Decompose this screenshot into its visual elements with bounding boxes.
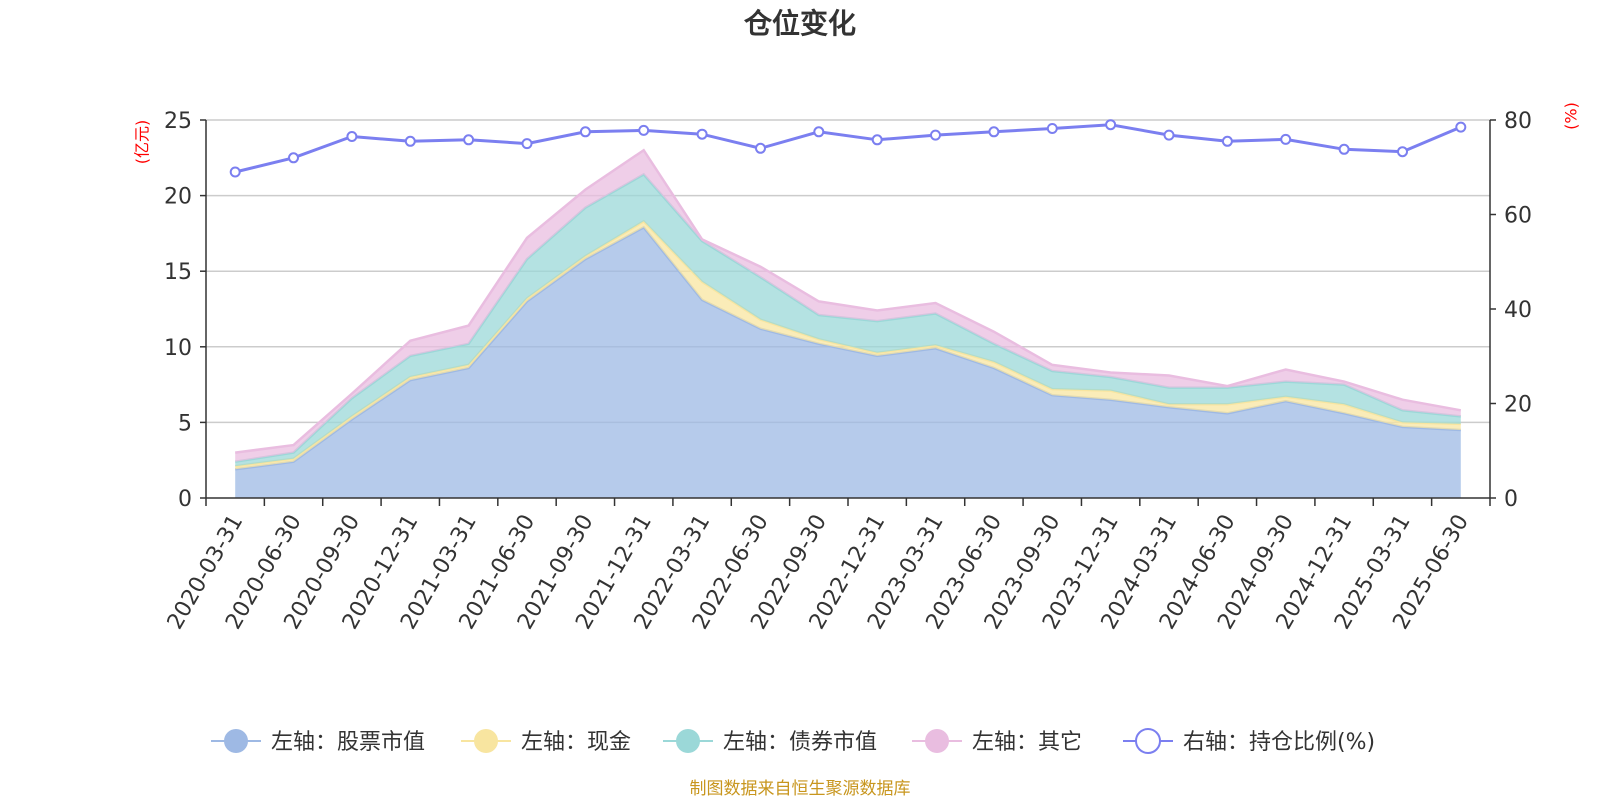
source-note: 制图数据来自恒生聚源数据库 [690, 779, 911, 799]
ratio-point [1397, 146, 1408, 158]
chart-title: 仓位变化 [744, 7, 856, 40]
left-axis-tick-label: 20 [164, 185, 192, 210]
legend-marker [474, 729, 498, 753]
right-axis-tick-label: 20 [1504, 393, 1532, 418]
ratio-point [288, 152, 299, 164]
right-axis-tick-label: 0 [1504, 487, 1518, 512]
legend: 左轴：股票市值 左轴：现金 左轴：债券市值 左轴：其它 右轴：持仓比例(%) [211, 728, 1375, 755]
ratio-point [521, 138, 533, 150]
ratio-point [1046, 123, 1058, 134]
ratio-point [1280, 133, 1292, 145]
left-axis-tick-label: 25 [164, 109, 192, 134]
ratio-point [1105, 119, 1117, 131]
legend-label: 左轴：债券市值 [723, 730, 877, 755]
right-axis-unit: (%) [1562, 102, 1581, 130]
left-axis-unit: (亿元) [133, 120, 152, 165]
ratio-point [346, 131, 358, 142]
ratio-point [229, 166, 241, 178]
right-axis-tick-label: 60 [1504, 204, 1532, 229]
legend-label: 左轴：现金 [521, 730, 631, 755]
ratio-point [638, 124, 650, 136]
ratio-line [229, 119, 1467, 178]
legend-marker [224, 729, 248, 753]
ratio-point [871, 134, 883, 146]
legend-label: 左轴：股票市值 [271, 730, 425, 755]
area-series-edge [235, 148, 1462, 454]
left-axis-tick-label: 0 [178, 487, 192, 512]
ratio-point [696, 128, 708, 140]
right-axis-tick-label: 40 [1504, 298, 1532, 323]
left-axis-tick-label: 5 [178, 411, 192, 436]
ratio-point [1221, 135, 1233, 147]
ratio-point [1455, 121, 1467, 133]
ratio-point [988, 126, 1000, 138]
ratio-point [579, 126, 591, 138]
left-axis-tick-label: 15 [164, 260, 192, 285]
ratio-point [813, 126, 825, 138]
legend-marker [925, 729, 949, 753]
ratio-point [755, 142, 766, 154]
ratio-point [930, 129, 941, 141]
area-series [235, 227, 1461, 498]
ratio-point [1338, 143, 1350, 155]
left-axis-tick-label: 10 [164, 336, 192, 361]
ratio-point [404, 135, 416, 147]
ratio-point [1163, 129, 1175, 141]
ratio-point [463, 134, 475, 146]
legend-label: 左轴：其它 [972, 730, 1082, 755]
legend-marker [1135, 728, 1161, 754]
stacked-areas [235, 148, 1462, 498]
legend-marker [676, 729, 700, 753]
ratio-line-path [234, 123, 1462, 174]
right-axis-tick-label: 80 [1504, 109, 1532, 134]
legend-label: 右轴：持仓比例(%) [1183, 730, 1375, 755]
